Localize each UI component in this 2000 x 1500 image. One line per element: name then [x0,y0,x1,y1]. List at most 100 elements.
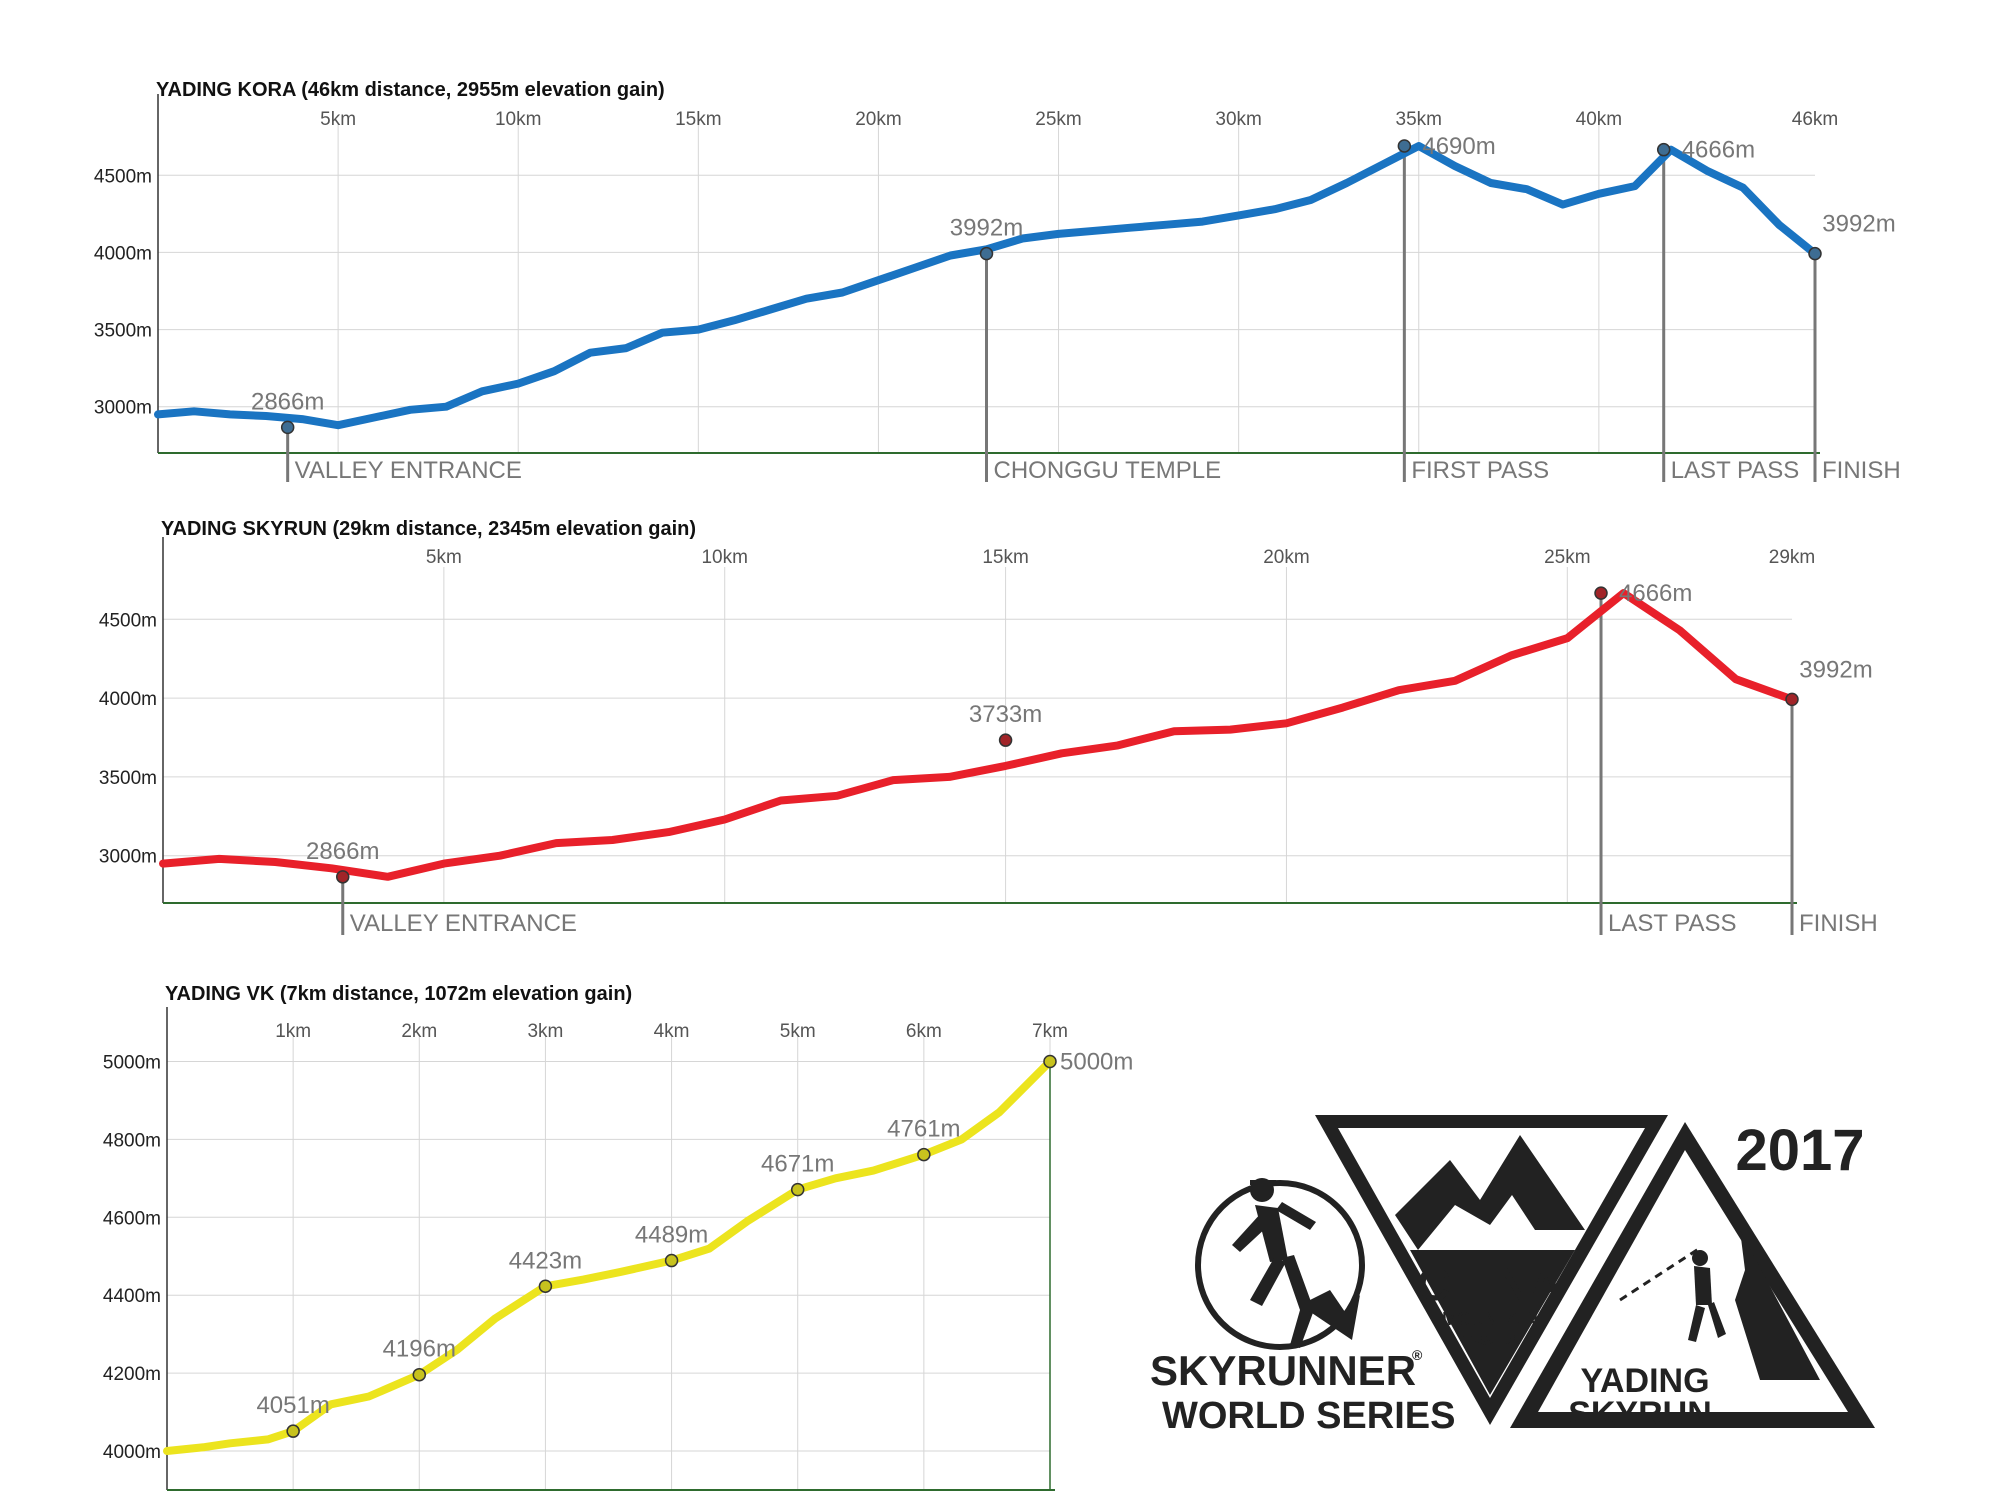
x-tick-label: 20km [1263,547,1309,568]
elevation-chart-3: YADING VK (7km distance, 1072m elevation… [103,983,1133,1491]
data-label: 4690m [1422,133,1495,160]
elevation-series-line [163,1057,1054,1455]
x-tick-label: 10km [495,109,541,130]
highlight-point [1397,139,1412,153]
marker-label: LAST PASS [1671,457,1800,484]
data-label: 3992m [1822,211,1895,238]
x-tick-label: 5km [320,109,356,130]
x-tick-label: 3km [527,1021,563,1042]
data-label: 4666m [1682,137,1755,164]
highlight-point [286,1424,300,1438]
chart-title: YADING SKYRUN (29km distance, 2345m elev… [161,518,696,540]
highlight-point [538,1279,553,1294]
y-tick-label: 3000m [99,847,157,868]
highlight-point [979,246,994,261]
highlight-point [1785,692,1799,707]
runner-figure-icon [1232,1178,1360,1348]
y-tick-label: 3500m [94,321,152,342]
elevation-series-line [159,589,1796,881]
x-tick-label: 35km [1396,109,1442,130]
registered-mark: ® [1412,1347,1423,1363]
marker-label: FIRST PASS [1411,457,1549,484]
marker-label: CHONGGU TEMPLE [994,457,1222,484]
highlight-point [1656,142,1671,157]
x-tick-label: 5km [780,1021,816,1042]
data-label: 5000m [1060,1048,1133,1075]
highlight-point [336,870,350,884]
data-label: 3992m [1799,656,1872,683]
x-tick-label: 6km [906,1021,942,1042]
highlight-point [1808,246,1822,261]
highlight-point [664,1253,679,1268]
data-label: 4489m [635,1222,708,1249]
y-tick-label: 5000m [103,1052,161,1073]
x-tick-label: 1km [275,1021,311,1042]
china-logo-line1: CHINA [1417,1258,1563,1310]
year-label: 2017 [1735,1118,1864,1183]
highlight-point [790,1182,805,1197]
elevation-chart-1: YADING KORA (46km distance, 2955m elevat… [94,79,1901,484]
y-tick-label: 4600m [103,1208,161,1229]
data-label: 2866m [251,388,324,415]
data-label: 4761m [887,1116,960,1143]
cliff-icon [1735,1230,1820,1380]
x-tick-label: 29km [1769,547,1815,568]
data-label: 4666m [1619,580,1692,607]
china-logo-line3: TRAILS [1463,1332,1517,1349]
marker-label: LAST PASS [1608,910,1737,937]
y-tick-label: 4000m [99,689,157,710]
china-mountain-trails-logo: CHINA MOUNTAIN TRAILS [1315,1115,1668,1425]
elevation-chart-2: YADING SKYRUN (29km distance, 2345m elev… [99,518,1878,937]
highlight-point [998,733,1013,747]
data-label: 4423m [509,1247,582,1274]
rope-icon [1619,1246,1701,1302]
yading-skyrun-logo: YADING SKYRUN 2017 [1510,1118,1875,1433]
mountain-peaks-icon [1395,1135,1585,1250]
yading-logo-line2: SKYRUN [1568,1395,1712,1433]
climber-figure-icon [1688,1250,1726,1342]
marker-label: FINISH [1822,457,1901,484]
x-tick-label: 2km [401,1021,437,1042]
y-tick-label: 3000m [94,398,152,419]
charts-layer: YADING KORA (46km distance, 2955m elevat… [94,79,1901,1491]
x-tick-label: 25km [1544,547,1590,568]
skyrunner-logo: SKYRUNNER ® WORLD SERIES [1150,1178,1455,1437]
highlight-point [280,420,295,435]
data-label: 3992m [950,215,1023,242]
x-tick-label: 10km [701,547,747,568]
y-tick-label: 4000m [103,1442,161,1463]
data-label: 3733m [969,701,1042,728]
marker-label: VALLEY ENTRANCE [295,457,522,484]
data-label: 4671m [761,1151,834,1178]
x-tick-label: 15km [982,547,1028,568]
x-tick-label: 7km [1032,1021,1068,1042]
x-tick-label: 46km [1792,109,1838,130]
y-tick-label: 4500m [94,166,152,187]
chart-title: YADING VK (7km distance, 1072m elevation… [165,983,632,1005]
data-label: 4051m [256,1392,329,1419]
skyrunner-logo-line2: WORLD SERIES [1162,1395,1455,1437]
y-tick-label: 4400m [103,1286,161,1307]
x-tick-label: 5km [426,547,462,568]
x-tick-label: 30km [1215,109,1261,130]
highlight-point [412,1367,427,1382]
highlight-point [1594,586,1608,600]
x-tick-label: 40km [1576,109,1622,130]
x-tick-label: 4km [654,1021,690,1042]
marker-label: VALLEY ENTRANCE [350,910,577,937]
marker-label: FINISH [1799,910,1878,937]
chart-title: YADING KORA (46km distance, 2955m elevat… [156,79,665,101]
y-tick-label: 4000m [94,243,152,264]
x-tick-label: 25km [1035,109,1081,130]
x-tick-label: 15km [675,109,721,130]
highlight-point [917,1147,931,1162]
yading-logo-line1: YADING [1580,1362,1709,1400]
x-tick-label: 20km [855,109,901,130]
skyrunner-logo-line1: SKYRUNNER [1150,1347,1416,1394]
data-label: 4196m [383,1336,456,1363]
highlight-point [1043,1054,1057,1069]
y-tick-label: 3500m [99,768,157,789]
logos-group: SKYRUNNER ® WORLD SERIES CHINA MOUNTAIN … [1150,1115,1875,1437]
y-tick-label: 4800m [103,1130,161,1151]
